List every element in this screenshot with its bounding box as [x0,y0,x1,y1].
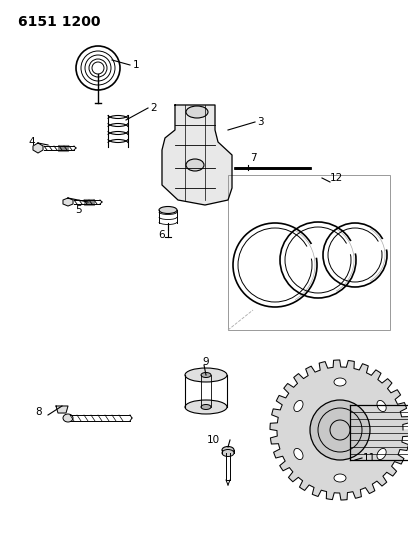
Text: 8: 8 [35,407,42,417]
Bar [58,145,68,151]
Polygon shape [33,143,43,153]
Ellipse shape [222,449,234,456]
Ellipse shape [201,373,211,377]
Polygon shape [56,406,68,413]
Text: 9: 9 [203,357,209,367]
Ellipse shape [377,400,386,411]
Ellipse shape [186,106,208,118]
Text: 3: 3 [257,117,264,127]
Polygon shape [270,360,408,500]
Ellipse shape [186,159,204,171]
Ellipse shape [222,447,234,454]
Ellipse shape [377,448,386,459]
Text: 6: 6 [158,230,164,240]
Bar [84,199,94,205]
Text: 11: 11 [363,453,376,463]
Ellipse shape [63,414,73,422]
Text: 5: 5 [75,205,82,215]
Circle shape [310,400,370,460]
Bar [228,175,390,330]
Ellipse shape [201,405,211,409]
Text: 4: 4 [29,137,35,147]
Ellipse shape [334,474,346,482]
Ellipse shape [159,206,177,214]
Text: 1: 1 [133,60,140,70]
Ellipse shape [294,448,303,459]
Text: 2: 2 [150,103,157,113]
Ellipse shape [334,378,346,386]
Text: 6151 1200: 6151 1200 [18,15,100,29]
Polygon shape [162,105,232,205]
Text: 7: 7 [250,153,257,163]
Text: 10: 10 [207,435,220,445]
Ellipse shape [294,400,303,411]
Text: 12: 12 [330,173,343,183]
Ellipse shape [185,400,227,414]
Polygon shape [63,198,73,206]
Ellipse shape [185,368,227,382]
